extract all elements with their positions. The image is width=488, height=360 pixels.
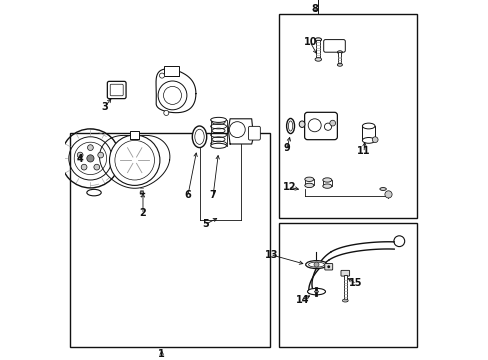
Ellipse shape [140,191,143,193]
FancyBboxPatch shape [110,84,123,96]
Circle shape [324,123,331,130]
Circle shape [229,122,244,138]
Ellipse shape [304,183,313,188]
Text: 12: 12 [282,182,296,192]
Circle shape [87,145,93,150]
Bar [278,223,416,347]
Text: 1: 1 [158,348,165,359]
Ellipse shape [288,121,292,131]
Ellipse shape [307,288,325,295]
Circle shape [158,81,186,110]
Bar [343,275,346,301]
Text: 11: 11 [357,146,370,156]
Circle shape [94,164,100,170]
Text: 15: 15 [348,278,362,288]
Circle shape [159,73,164,78]
Ellipse shape [194,129,204,144]
Circle shape [326,265,329,268]
Ellipse shape [322,178,331,182]
Circle shape [98,152,103,158]
Text: 3: 3 [101,102,108,112]
Text: 4: 4 [76,154,83,165]
Text: 9: 9 [283,143,290,153]
Ellipse shape [314,291,318,292]
Circle shape [384,191,391,198]
Bar [322,180,331,186]
Text: 5: 5 [202,219,208,229]
Ellipse shape [337,63,342,66]
Ellipse shape [210,143,226,148]
Circle shape [163,111,168,116]
Bar [130,131,139,139]
Bar [362,126,374,140]
Circle shape [81,164,87,170]
Text: 13: 13 [264,250,278,260]
Text: 2: 2 [139,208,146,218]
FancyBboxPatch shape [248,126,260,140]
Ellipse shape [210,117,226,122]
Ellipse shape [192,126,206,148]
Text: 6: 6 [184,190,191,200]
Ellipse shape [362,123,374,129]
FancyBboxPatch shape [340,270,349,276]
Ellipse shape [379,188,386,190]
Circle shape [87,155,94,162]
Bar [338,52,341,65]
Circle shape [371,137,377,143]
Ellipse shape [299,121,305,127]
Bar [304,179,313,185]
Ellipse shape [305,261,326,269]
Bar [70,133,269,347]
Bar [164,66,178,76]
Ellipse shape [314,58,321,61]
Ellipse shape [314,38,321,41]
Ellipse shape [337,51,342,54]
Polygon shape [228,119,253,144]
Text: 7: 7 [209,190,216,200]
FancyBboxPatch shape [324,264,332,270]
Circle shape [77,152,83,158]
FancyBboxPatch shape [323,40,345,52]
Text: 8: 8 [311,4,318,14]
Circle shape [109,135,160,185]
Ellipse shape [322,184,331,188]
Circle shape [313,262,318,267]
Ellipse shape [362,138,374,143]
Polygon shape [100,135,169,188]
Circle shape [329,120,335,126]
FancyBboxPatch shape [304,112,337,140]
Ellipse shape [342,299,347,302]
Polygon shape [156,69,196,113]
Bar [278,14,416,218]
Text: 10: 10 [303,37,317,48]
FancyBboxPatch shape [107,81,126,99]
Bar [316,40,320,59]
Ellipse shape [286,118,294,134]
Text: 14: 14 [295,294,309,305]
Ellipse shape [304,177,313,181]
Circle shape [307,119,321,132]
Ellipse shape [308,262,324,267]
